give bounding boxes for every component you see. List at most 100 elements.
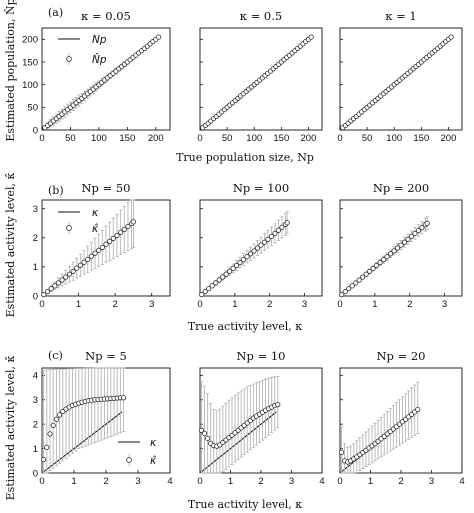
x-tick-label-b3-2: 2 — [407, 299, 412, 310]
estimate-marker-c2-0 — [198, 427, 205, 433]
estimate-marker-a2-40 — [308, 34, 314, 40]
legend-row-a: Np N̂p — [58, 34, 107, 66]
estimate-marker-c1-4 — [53, 416, 59, 422]
estimate-marker-b2-6 — [220, 274, 226, 280]
estimate-marker-b1-25 — [130, 219, 137, 225]
estimate-marker-c2-25 — [275, 402, 281, 408]
estimate-marker-b2-0 — [199, 291, 205, 298]
estimate-marker-b2-22 — [275, 227, 282, 233]
y-tick-label-c1-3: 3 — [33, 395, 38, 406]
plot-frame-a1 — [41, 27, 171, 131]
estimate-marker-b2-15 — [251, 248, 257, 254]
x-tick-label-b1-2: 2 — [112, 299, 117, 310]
legend-b-line-label: κ — [92, 207, 99, 219]
estimate-marker-b2-2 — [206, 286, 212, 292]
x-tick-label-c2-4: 4 — [319, 476, 324, 487]
estimate-marker-b1-16 — [99, 244, 105, 250]
estimate-marker-b1-5 — [59, 277, 65, 283]
estimate-marker-b2-16 — [254, 245, 261, 251]
x-tick-label-a1-0: 0 — [39, 133, 44, 144]
x-tick-label-a2-1: 50 — [222, 133, 233, 144]
x-tick-label-c1-2: 2 — [103, 476, 108, 487]
x-tick-label-c3-0: 0 — [337, 476, 342, 487]
x-tick-label-b1-0: 0 — [39, 299, 44, 310]
estimate-marker-b1-18 — [107, 238, 113, 244]
estimate-marker-c3-25 — [415, 406, 421, 413]
estimate-marker-b1-6 — [63, 274, 69, 280]
x-tick-label-a3-3: 150 — [413, 133, 429, 144]
panel-b2: Np = 100 0 1 2 3 — [197, 181, 323, 310]
estimate-marker-b3-14 — [387, 251, 394, 257]
x-tick-label-c1-3: 3 — [135, 476, 140, 487]
x-tick-label-a2-3: 150 — [273, 133, 289, 144]
x-tick-label-a3-4: 200 — [441, 133, 457, 144]
estimate-marker-c3-0 — [338, 449, 345, 455]
plot-frame-b1 — [41, 199, 171, 297]
estimate-marker-b3-17 — [398, 242, 404, 248]
estimate-marker-b1-8 — [70, 268, 76, 274]
estimate-marker-c1-25 — [121, 395, 127, 401]
legend-c-marker-label: κ̂ — [150, 455, 157, 467]
y-tick-label-b1-1: 1 — [33, 262, 38, 273]
estimate-marker-b1-15 — [96, 247, 102, 253]
plot-frame-b2 — [199, 199, 323, 297]
estimate-marker-b3-19 — [405, 236, 411, 242]
estimate-marker-b3-20 — [408, 233, 415, 239]
y-tick-label-a1-4: 200 — [22, 35, 38, 46]
legend-c-line-label: κ — [150, 437, 157, 449]
x-tick-label-a1-3: 150 — [119, 133, 135, 144]
row-a-ylabel: Estimated population, N̂p — [4, 0, 17, 142]
x-tick-label-a3-2: 100 — [386, 133, 402, 144]
estimate-marker-b3-21 — [412, 230, 418, 237]
legend-a-marker-label: N̂p — [92, 53, 107, 66]
y-tick-label-b1-2: 2 — [33, 233, 38, 244]
legend-row-c: κ κ̂ — [118, 437, 157, 467]
estimate-marker-c2-2 — [205, 435, 211, 441]
x-tick-label-c2-1: 1 — [228, 476, 233, 487]
x-tick-label-a1-2: 100 — [91, 133, 107, 144]
estimate-marker-b3-23 — [419, 225, 425, 231]
estimate-marker-b1-20 — [114, 232, 120, 239]
estimate-marker-b2-7 — [223, 271, 229, 277]
panel-b1: Np = 50 0 1 2 3 0 1 2 3 — [33, 181, 171, 310]
x-tick-label-c1-4: 4 — [167, 476, 172, 487]
panel-title-c3: Np = 20 — [376, 349, 425, 363]
panel-title-b2: Np = 100 — [233, 181, 289, 195]
x-tick-label-a1-4: 200 — [148, 133, 164, 144]
estimate-marker-c1-1 — [44, 444, 50, 450]
estimate-marker-b2-17 — [258, 242, 264, 248]
panel-c1: Np = 5 0 1 2 3 4 0 1 2 3 4 — [33, 349, 173, 487]
estimate-marker-b2-8 — [227, 268, 233, 274]
estimate-marker-b3-13 — [384, 254, 390, 260]
estimate-marker-b2-5 — [216, 277, 222, 283]
estimate-marker-b2-1 — [202, 289, 208, 295]
x-tick-label-a3-1: 50 — [362, 133, 373, 144]
estimate-marker-b3-4 — [353, 280, 359, 286]
x-tick-label-b2-0: 0 — [197, 299, 202, 310]
y-tick-label-b1-3: 3 — [33, 204, 38, 215]
estimate-marker-b3-7 — [363, 271, 369, 277]
row-c-xlabel: True activity level, κ — [188, 498, 302, 511]
x-tick-label-c2-3: 3 — [289, 476, 294, 487]
y-tick-label-b1-0: 0 — [33, 291, 38, 302]
panel-letter-a: (a) — [48, 6, 63, 19]
estimate-marker-b1-7 — [66, 271, 73, 277]
estimate-marker-b2-20 — [268, 233, 275, 239]
x-tick-label-b3-3: 3 — [442, 299, 447, 310]
x-tick-label-a2-2: 100 — [246, 133, 262, 144]
x-tick-label-b1-3: 3 — [149, 299, 154, 310]
x-tick-label-c2-2: 2 — [258, 476, 263, 487]
estimate-marker-b1-2 — [48, 286, 54, 292]
estimate-marker-b3-1 — [342, 289, 348, 295]
row-c-ylabel: Estimated activity level, κ̂ — [4, 356, 17, 501]
plot-frame-b3 — [339, 199, 463, 297]
estimate-marker-b2-14 — [247, 251, 254, 257]
y-tick-label-a1-0: 0 — [33, 125, 38, 136]
estimate-marker-b3-8 — [367, 268, 373, 274]
estimate-marker-b2-19 — [265, 236, 271, 242]
row-b-xlabel: True activity level, κ — [188, 320, 302, 333]
estimate-marker-b3-5 — [356, 277, 362, 283]
estimate-marker-c1-3 — [50, 422, 56, 428]
estimate-marker-b3-25 — [424, 220, 430, 226]
panel-title-b3: Np = 200 — [373, 181, 429, 195]
